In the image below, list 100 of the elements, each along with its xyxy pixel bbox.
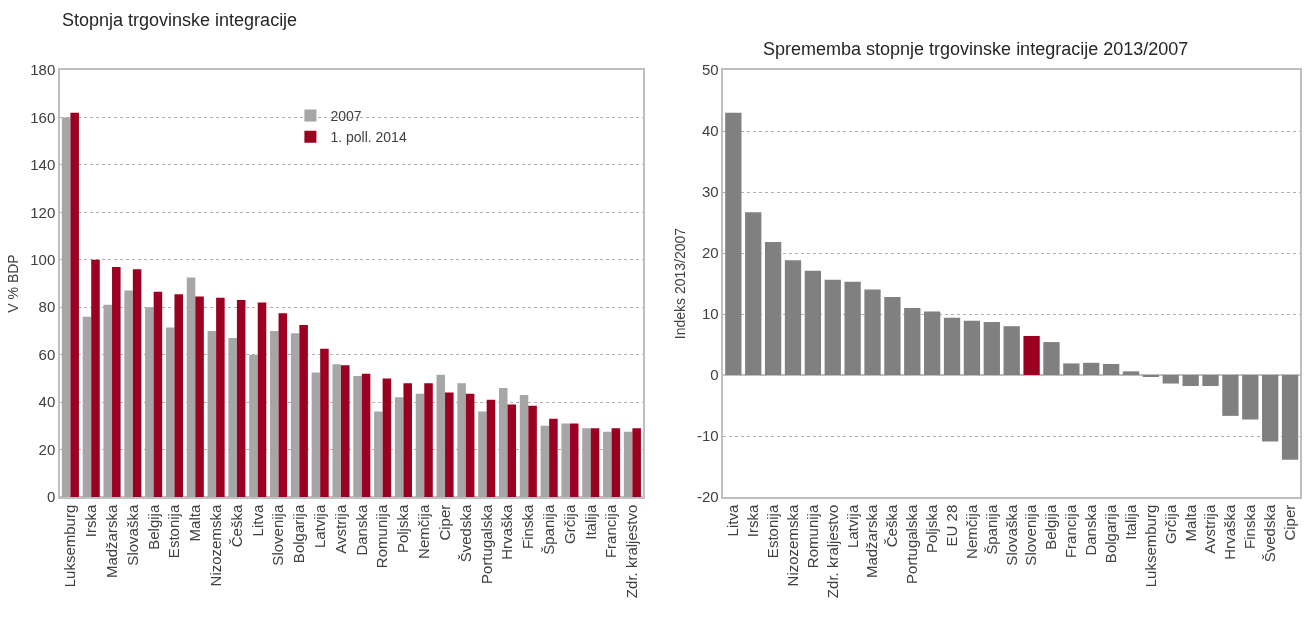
x-tick-label: Nizozemska — [206, 504, 224, 587]
bar — [340, 365, 350, 497]
x-tick-label: Bolgarija — [1101, 504, 1119, 564]
bar — [1063, 363, 1080, 375]
x-tick-label: Belgija — [144, 504, 162, 550]
bar — [382, 378, 392, 497]
bar — [884, 296, 901, 375]
bar — [582, 428, 591, 497]
y-tick-label: 80 — [38, 298, 56, 316]
x-tick-label: Ciper — [435, 504, 453, 541]
bar — [394, 397, 404, 497]
x-tick-label: Zdr. kraljestvo — [823, 504, 841, 599]
y-tick-label: 40 — [701, 122, 719, 140]
x-tick-label: Litva — [248, 504, 266, 537]
bar — [278, 313, 288, 497]
bar — [943, 317, 961, 375]
bar — [1222, 375, 1239, 416]
x-tick-label: Hrvaška — [498, 504, 516, 560]
x-tick-label: Danska — [1082, 504, 1100, 556]
bar — [1162, 375, 1179, 384]
y-tick-label: 0 — [46, 488, 56, 506]
bar — [1281, 375, 1299, 460]
y-tick-label: 160 — [30, 108, 56, 126]
x-tick-label: Luksemburg — [61, 504, 79, 588]
y-tick-label: 0 — [710, 366, 719, 384]
bar — [1083, 362, 1100, 375]
bar — [1023, 335, 1040, 375]
x-tick-label: Slovenija — [1022, 504, 1040, 566]
bar — [195, 296, 204, 497]
y-tick-label: 180 — [30, 61, 56, 79]
x-tick-label: Latvija — [311, 504, 329, 549]
bar — [228, 338, 237, 497]
x-tick-label: Portugalska — [477, 504, 495, 584]
x-tick-label: Grčija — [1161, 504, 1179, 544]
bar — [611, 428, 621, 497]
bar — [465, 393, 475, 497]
y-tick-label: 10 — [701, 305, 719, 323]
bar — [132, 269, 142, 497]
x-tick-label: Portugalska — [903, 504, 921, 584]
x-tick-label: Slovaška — [123, 504, 141, 566]
bar — [112, 266, 121, 497]
x-tick-label: Francija — [1062, 504, 1080, 559]
x-tick-label: Češka — [227, 504, 245, 548]
x-tick-label: Madžarska — [102, 504, 120, 579]
y-tick-label: -10 — [696, 427, 719, 445]
chart-title: Stopnja trgovinske integracije — [62, 10, 298, 30]
y-tick-label: 100 — [30, 251, 56, 269]
bar — [82, 316, 92, 497]
bar — [445, 392, 454, 497]
bar — [424, 383, 433, 497]
bar — [436, 374, 446, 497]
chart-title: Sprememba stopnje trgovinske integracije 2013/2007 — [763, 39, 1189, 59]
y-tick-label: 20 — [701, 244, 719, 262]
bar — [236, 300, 246, 497]
x-tick-label: Francija — [602, 504, 620, 559]
bar — [257, 302, 267, 497]
x-tick-label: Češka — [883, 504, 901, 548]
bar — [216, 297, 225, 497]
bar — [764, 242, 782, 375]
y-tick-label: 120 — [30, 203, 56, 221]
x-tick-label: Bolgarija — [290, 504, 308, 564]
x-tick-label: Španija — [982, 504, 1000, 555]
x-tick-label: Romunija — [803, 504, 821, 569]
bar — [353, 376, 362, 497]
y-tick-label: 60 — [38, 345, 56, 363]
y-axis-title: V % BDP — [5, 254, 22, 313]
bar — [864, 289, 881, 375]
x-tick-label: Avstrija — [331, 504, 349, 554]
x-tick-label: Poljska — [923, 504, 941, 554]
y-tick-label: 140 — [30, 156, 56, 174]
bar — [924, 311, 941, 375]
x-tick-label: Nizozemska — [783, 504, 801, 587]
bar — [1003, 326, 1020, 375]
x-tick-label: Švedska — [456, 504, 474, 563]
x-tick-label: Madžarska — [863, 504, 881, 579]
x-tick-label: Španija — [540, 504, 558, 555]
bar — [311, 372, 321, 497]
x-tick-label: Litva — [724, 504, 742, 537]
bar — [904, 307, 921, 375]
x-tick-label: Grčija — [560, 504, 578, 544]
x-tick-label: Italija — [1121, 504, 1139, 540]
bar — [569, 423, 579, 497]
bar — [174, 294, 184, 497]
x-tick-label: Poljska — [394, 504, 412, 554]
x-tick-label: Nemčija — [415, 504, 433, 559]
bar — [590, 428, 600, 497]
x-tick-label: Malta — [186, 504, 204, 542]
y-tick-label: 20 — [38, 440, 56, 458]
x-tick-label: Estonija — [165, 504, 183, 559]
y-axis-title: Indeks 2013/2007 — [672, 227, 689, 340]
x-tick-label: Belgija — [1042, 504, 1060, 550]
bar — [1202, 375, 1219, 386]
x-tick-label: Švedska — [1261, 504, 1279, 563]
bar — [153, 291, 163, 497]
y-tick-label: -20 — [696, 488, 719, 506]
bar — [1262, 375, 1279, 442]
bar — [1242, 375, 1259, 420]
bar — [486, 399, 496, 497]
bar — [844, 281, 861, 375]
bar — [623, 431, 633, 497]
